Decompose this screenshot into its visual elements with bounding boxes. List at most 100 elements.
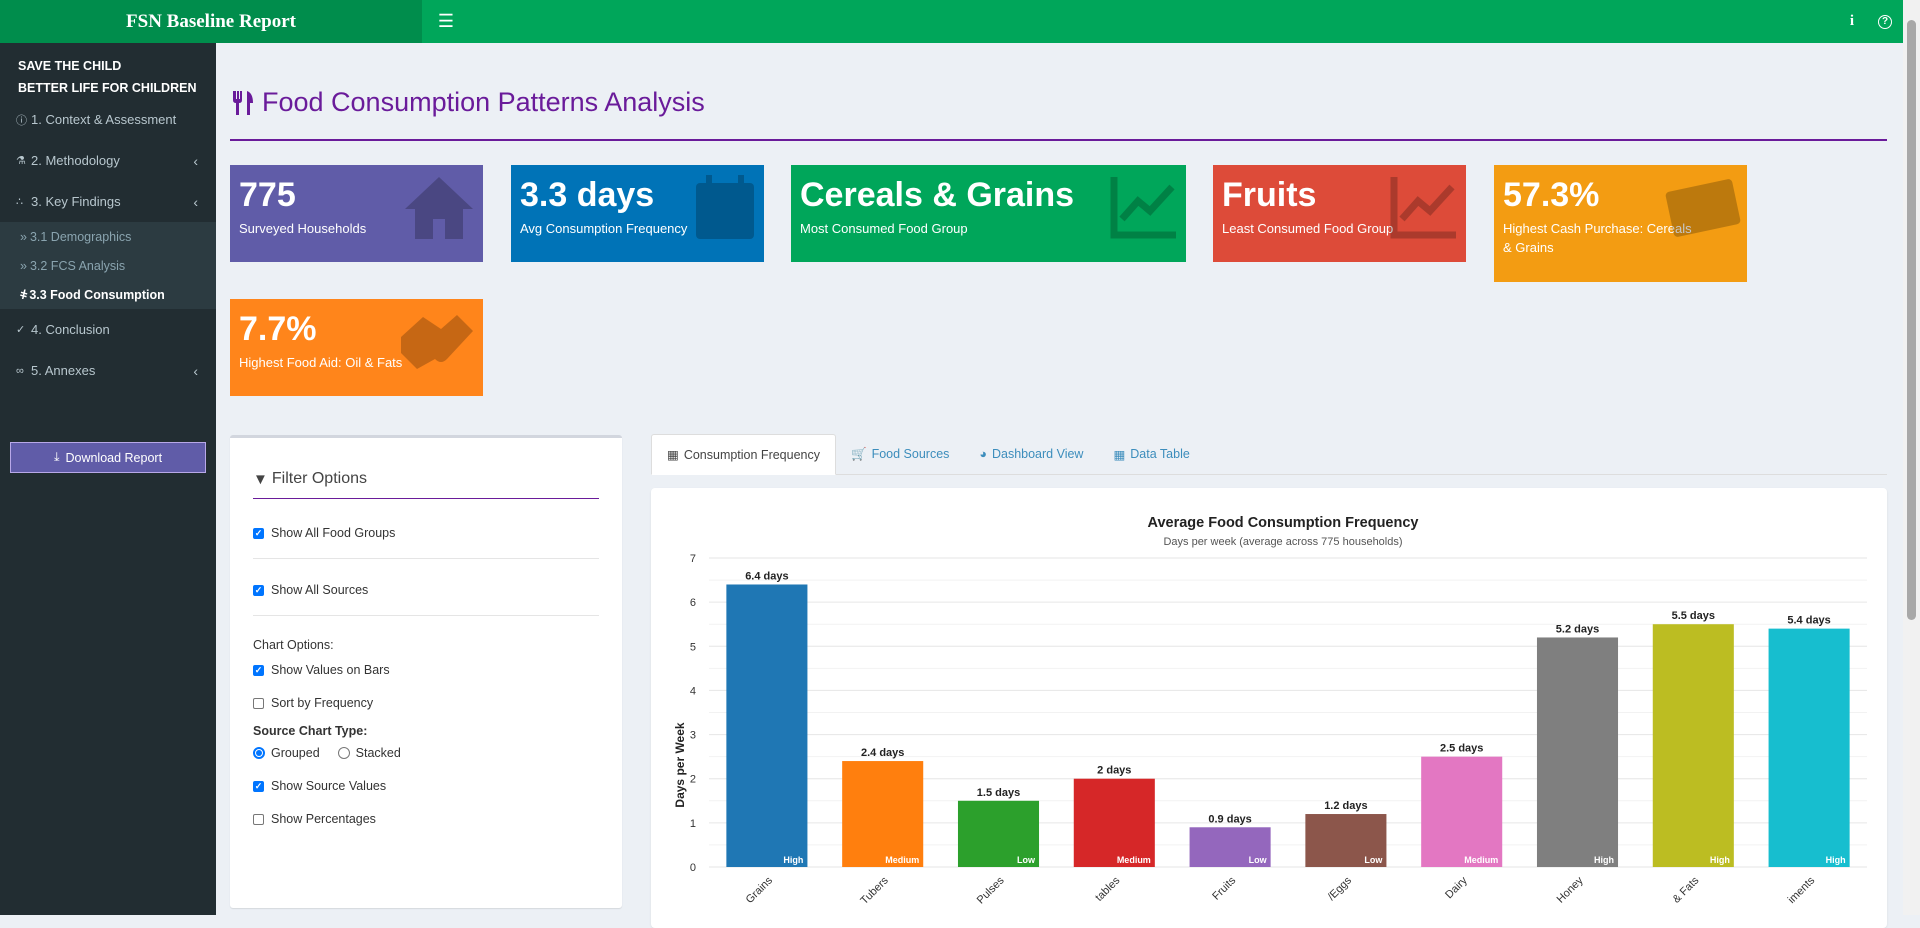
sidebar-item-label: 2. Methodology xyxy=(31,153,120,168)
sidebar-item-label: 5. Annexes xyxy=(31,363,96,378)
bar-value-label: 2.5 days xyxy=(1440,743,1483,755)
bar-7[interactable] xyxy=(1536,637,1619,867)
source-chart-type-label: Source Chart Type: xyxy=(253,724,368,738)
bar-level-label: High xyxy=(1826,855,1846,865)
bar-value-label: 1.5 days xyxy=(977,787,1020,799)
value-box-value: Fruits xyxy=(1222,176,1317,214)
info-circle-icon: ⓘ xyxy=(16,114,27,127)
dashboard-icon: ◕ xyxy=(979,447,987,461)
tab-label: Food Sources xyxy=(871,447,950,461)
utensils-icon: ҂ xyxy=(20,287,28,302)
bar-level-label: Medium xyxy=(1117,855,1151,865)
sidebar-subitem-food-consumption[interactable]: ҂ 3.3 Food Consumption xyxy=(0,280,216,309)
tab-consumption-frequency[interactable]: ▦ Consumption Frequency xyxy=(651,434,836,475)
bar-level-label: Medium xyxy=(885,855,919,865)
bar-2[interactable] xyxy=(957,800,1040,867)
bar-4[interactable] xyxy=(1189,827,1271,867)
bar-1[interactable] xyxy=(842,761,924,867)
chevron-left-icon: ‹ xyxy=(193,193,198,210)
bar-5[interactable] xyxy=(1305,814,1387,867)
tab-label: Data Table xyxy=(1130,447,1190,461)
sidebar-item-annexes[interactable]: ∞ 5. Annexes ‹ xyxy=(0,350,216,391)
money-icon xyxy=(1665,179,1741,237)
checkbox-label: Show Values on Bars xyxy=(271,663,390,677)
sidebar-subitem-fcs[interactable]: » 3.2 FCS Analysis xyxy=(0,251,216,280)
tab-food-sources[interactable]: 🛒 Food Sources xyxy=(836,434,964,474)
sort-by-frequency-checkbox[interactable]: Sort by Frequency xyxy=(253,696,373,710)
bar-3[interactable] xyxy=(1073,778,1155,867)
scrollbar-thumb[interactable] xyxy=(1907,20,1916,620)
tab-dashboard-view[interactable]: ◕ Dashboard View xyxy=(964,434,1098,474)
bar-level-label: Low xyxy=(1364,855,1383,865)
sidebar-subitem-demographics[interactable]: » 3.1 Demographics xyxy=(0,222,216,251)
bar-value-label: 2.4 days xyxy=(861,747,904,759)
show-values-checkbox[interactable]: ✓ Show Values on Bars xyxy=(253,663,390,677)
brand-title[interactable]: FSN Baseline Report xyxy=(0,0,422,43)
sidebar-item-label: 1. Context & Assessment xyxy=(31,112,177,127)
value-box-label: Least Consumed Food Group xyxy=(1222,221,1394,236)
bar-0[interactable] xyxy=(726,584,808,867)
filter-icon: ▼ xyxy=(253,470,268,488)
bar-level-label: High xyxy=(783,855,803,865)
sidebar-toggle-button[interactable]: ☰ xyxy=(426,0,466,43)
page-scrollbar[interactable] xyxy=(1903,0,1920,915)
sidebar-item-methodology[interactable]: ⚗ 2. Methodology ‹ xyxy=(0,140,216,181)
show-all-food-groups-checkbox[interactable]: ✓ Show All Food Groups xyxy=(253,526,395,540)
grouped-radio[interactable]: Grouped xyxy=(253,746,320,760)
radio-unselected-icon xyxy=(337,747,350,759)
y-tick-label: 6 xyxy=(690,597,696,609)
flask-icon: ⚗ xyxy=(16,155,26,167)
double-chevron-icon: » xyxy=(20,229,27,244)
org-line-1: SAVE THE CHILD xyxy=(18,59,122,73)
bar-value-label: 5.2 days xyxy=(1556,623,1599,635)
x-tick-label: Dairy xyxy=(1443,874,1470,901)
x-tick-label: tables xyxy=(1093,874,1123,904)
bar-level-label: High xyxy=(1594,855,1614,865)
chart-container: Average Food Consumption Frequency Days … xyxy=(651,488,1887,928)
value-box-value: 775 xyxy=(239,176,296,214)
cart-icon: 🛒 xyxy=(851,446,867,461)
download-report-button[interactable]: ⤓ Download Report xyxy=(10,442,206,473)
bar-value-label: 0.9 days xyxy=(1208,813,1251,825)
y-tick-label: 2 xyxy=(690,774,696,786)
x-tick-label: Honey xyxy=(1555,874,1586,905)
show-percentages-checkbox[interactable]: Show Percentages xyxy=(253,812,376,826)
hamburger-icon: ☰ xyxy=(437,11,455,31)
sidebar-item-label: 3. Key Findings xyxy=(31,194,121,209)
chart-subtitle: Days per week (average across 775 househ… xyxy=(1163,536,1402,548)
handshake-icon xyxy=(401,315,473,369)
chart-line-icon: ∴ xyxy=(16,196,23,208)
tab-label: Consumption Frequency xyxy=(683,447,820,462)
filter-options-panel: ▼ Filter Options ✓ Show All Food Groups … xyxy=(230,435,622,908)
bar-value-label: 2 days xyxy=(1097,765,1131,777)
info-icon[interactable]: i xyxy=(1849,13,1854,29)
sidebar-item-key-findings[interactable]: ∴ 3. Key Findings ‹ xyxy=(0,181,216,222)
consumption-frequency-chart[interactable]: Average Food Consumption Frequency Days … xyxy=(651,488,1887,915)
tab-data-table[interactable]: ▦ Data Table xyxy=(1098,434,1204,474)
value-box-value: Cereals & Grains xyxy=(800,176,1075,214)
bar-level-label: High xyxy=(1710,855,1730,865)
value-box-label: Highest Cash Purchase: Cereals & Grains xyxy=(1503,221,1692,255)
bar-9[interactable] xyxy=(1768,628,1850,867)
bar-6[interactable] xyxy=(1421,756,1503,867)
value-box-most-consumed: Cereals & Grains Most Consumed Food Grou… xyxy=(791,165,1186,262)
show-source-values-checkbox[interactable]: ✓ Show Source Values xyxy=(253,779,386,793)
show-all-sources-checkbox[interactable]: ✓ Show All Sources xyxy=(253,583,368,597)
table-icon: ▦ xyxy=(1113,447,1126,462)
y-tick-label: 4 xyxy=(690,685,696,697)
checkbox-label: Show Percentages xyxy=(271,812,376,826)
sidebar-item-context[interactable]: ⓘ 1. Context & Assessment xyxy=(0,99,216,140)
filter-title: ▼ Filter Options xyxy=(253,470,367,488)
filter-divider xyxy=(253,498,599,499)
bar-level-label: Low xyxy=(1249,855,1268,865)
y-tick-label: 3 xyxy=(690,730,696,742)
bar-8[interactable] xyxy=(1652,624,1734,867)
utensils-icon xyxy=(233,90,253,115)
download-label: Download Report xyxy=(65,450,163,465)
stacked-radio[interactable]: Stacked xyxy=(337,746,401,760)
value-box-avg-frequency: 3.3 days Avg Consumption Frequency xyxy=(511,165,764,262)
sidebar-item-conclusion[interactable]: ✓ 4. Conclusion xyxy=(0,309,216,350)
help-icon[interactable]: ? xyxy=(1878,14,1892,29)
x-tick-label: & Fats xyxy=(1670,874,1701,905)
chevron-left-icon: ‹ xyxy=(193,152,198,169)
